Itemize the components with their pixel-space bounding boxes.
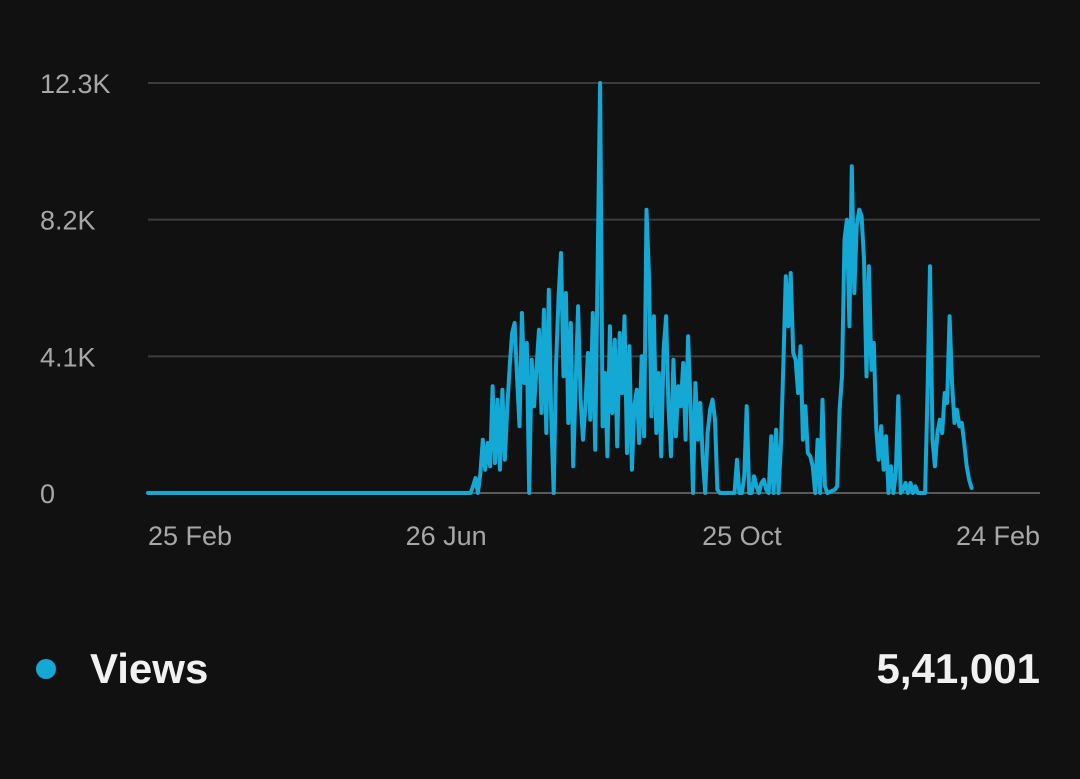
legend-entry-views[interactable]: Views: [36, 645, 208, 693]
views-total: 5,41,001: [876, 645, 1041, 692]
x-axis-ticks: 25 Feb 26 Jun 25 Oct 24 Feb: [148, 521, 1040, 551]
y-tick-label: 0: [40, 479, 55, 509]
y-tick-label: 12.3K: [40, 69, 111, 99]
x-tick-label: 25 Feb: [148, 521, 232, 551]
legend: Views 5,41,001: [36, 636, 1040, 702]
y-tick-label: 4.1K: [40, 342, 96, 372]
x-tick-label: 26 Jun: [406, 521, 487, 551]
x-tick-label: 24 Feb: [956, 521, 1040, 551]
x-tick-label: 25 Oct: [702, 521, 782, 551]
y-axis-ticks: 0 4.1K 8.2K 12.3K: [40, 69, 111, 509]
series-layer: [146, 81, 974, 495]
series-line-views: [146, 81, 974, 495]
y-tick-label: 8.2K: [40, 206, 96, 236]
legend-label-views: Views: [90, 645, 209, 692]
views-dot-icon: [36, 659, 56, 679]
